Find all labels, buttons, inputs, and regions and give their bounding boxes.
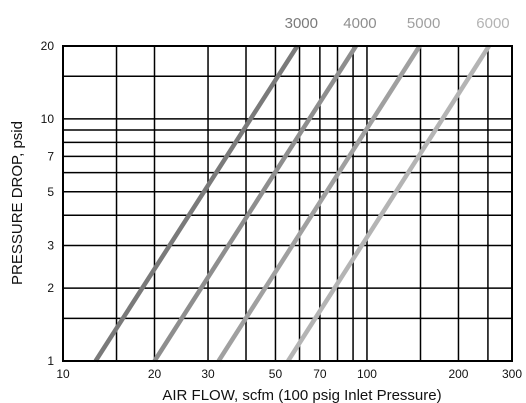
x-tick-label: 300 bbox=[502, 367, 522, 381]
y-tick-label: 7 bbox=[47, 149, 54, 163]
series-line-6000 bbox=[286, 44, 491, 363]
y-tick-label: 5 bbox=[47, 185, 54, 199]
y-axis-title: PRESSURE DROP, psid bbox=[9, 121, 26, 285]
series-labels: 3000 4000 5000 6000 bbox=[285, 15, 510, 32]
x-tick-label: 200 bbox=[448, 367, 468, 381]
x-tick-label: 10 bbox=[56, 367, 70, 381]
plot-frame bbox=[62, 45, 513, 362]
series-line-4000 bbox=[152, 44, 358, 363]
y-tick-label: 10 bbox=[41, 112, 55, 126]
x-tick-label: 30 bbox=[201, 367, 215, 381]
x-gridlines bbox=[115, 46, 489, 361]
y-tick-label: 3 bbox=[47, 238, 54, 252]
series-line-3000 bbox=[93, 44, 300, 363]
series-label-6000: 6000 bbox=[476, 15, 509, 32]
y-tick-labels: 1 2 3 5 7 10 20 bbox=[41, 39, 55, 368]
series-label-4000: 4000 bbox=[343, 15, 376, 32]
x-tick-label: 50 bbox=[269, 367, 283, 381]
x-tick-label: 20 bbox=[148, 367, 162, 381]
x-tick-label: 100 bbox=[357, 367, 377, 381]
x-axis-title: AIR FLOW, scfm (100 psig Inlet Pressure) bbox=[162, 387, 441, 403]
y-tick-label: 20 bbox=[41, 39, 55, 53]
series-label-3000: 3000 bbox=[285, 15, 318, 32]
series-lines bbox=[93, 44, 491, 363]
y-tick-label: 1 bbox=[47, 354, 54, 368]
series-line-5000 bbox=[216, 44, 422, 363]
y-tick-label: 2 bbox=[47, 281, 54, 295]
series-label-5000: 5000 bbox=[407, 15, 440, 32]
x-tick-label: 70 bbox=[313, 367, 327, 381]
x-tick-labels: 10 20 30 50 70 100 200 300 bbox=[56, 367, 522, 381]
